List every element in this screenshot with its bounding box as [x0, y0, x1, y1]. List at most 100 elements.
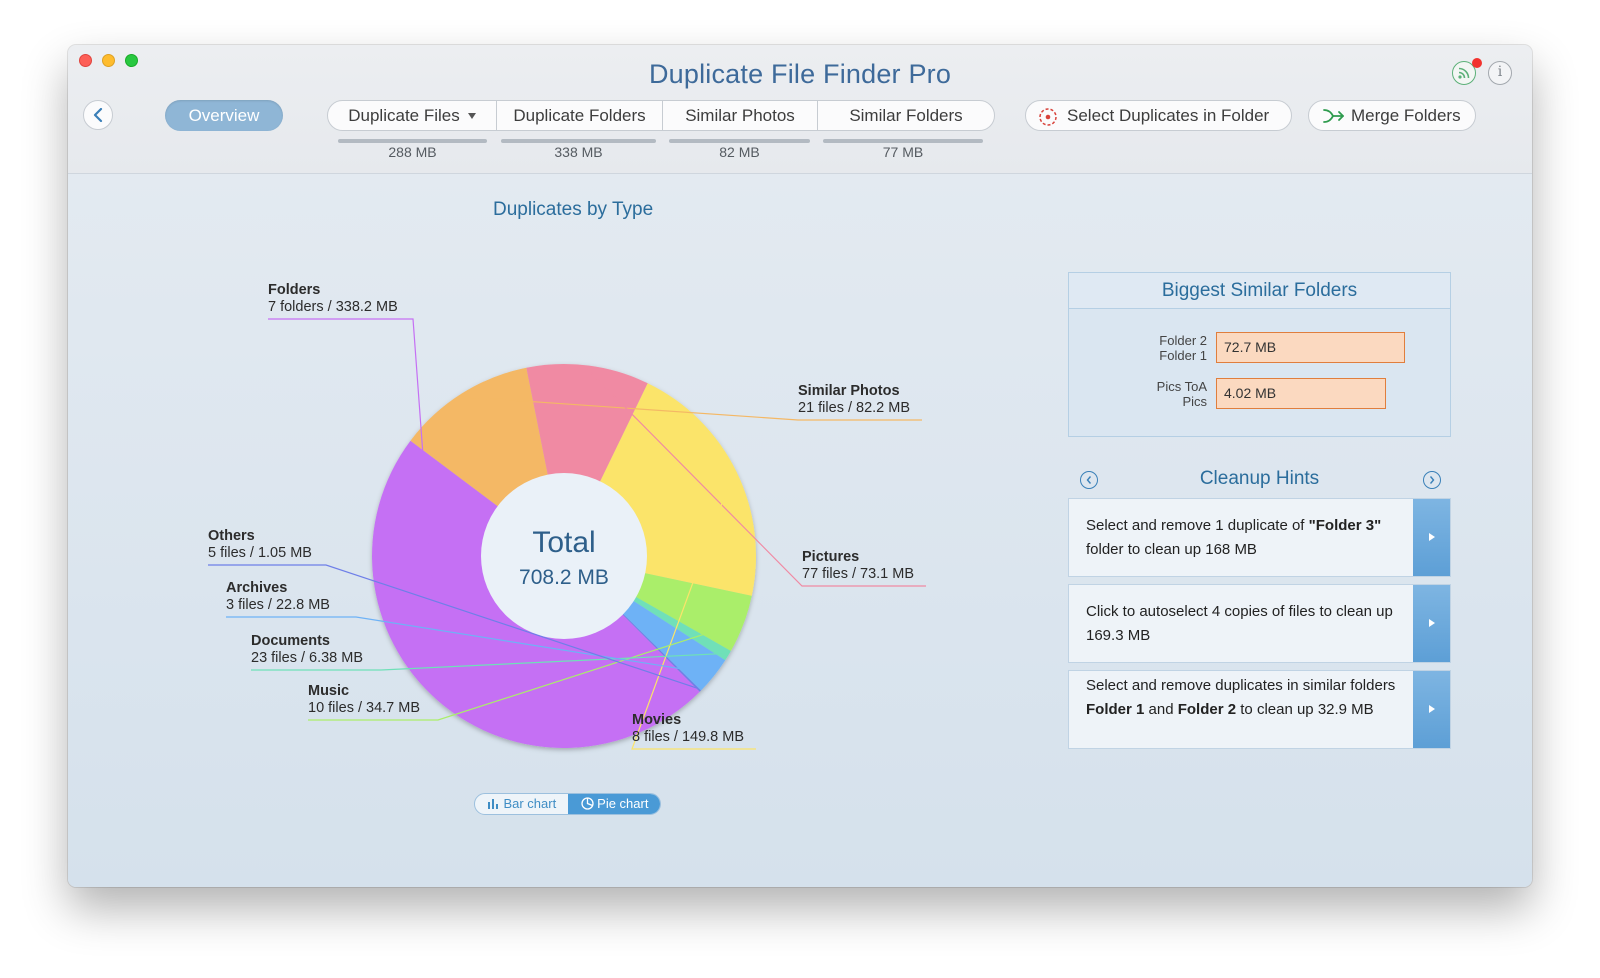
info-icon[interactable]: i — [1488, 61, 1512, 85]
apply-hint-button[interactable] — [1413, 499, 1450, 576]
pie-callout-music: Music 10 files / 34.7 MB — [308, 683, 420, 717]
pie-leader-line — [463, 396, 922, 421]
similar-folders-size: 77 MB — [882, 144, 924, 160]
hint-text-part: folder to clean up 168 MB — [1086, 541, 1257, 558]
chart-title: Duplicates by Type — [493, 199, 654, 220]
duplicate-files-size: 288 MB — [388, 144, 437, 160]
pie-callout-documents: Documents 23 files / 6.38 MB — [251, 633, 363, 667]
pie-chart-toggle[interactable]: Pie chart — [568, 794, 660, 814]
merge-folders-label: Merge Folders — [1351, 106, 1461, 125]
duplicate-files-size-bar — [338, 139, 487, 143]
pie-callout-detail: 23 files / 6.38 MB — [251, 650, 364, 666]
similar-folders-title: Biggest Similar Folders — [1069, 273, 1450, 309]
apply-hint-button[interactable] — [1413, 585, 1450, 662]
pie-callout-detail: 10 files / 34.7 MB — [308, 700, 421, 716]
app-title: Duplicate File Finder Pro — [648, 59, 952, 89]
pie-chart-icon — [580, 797, 594, 810]
pie-callout-similar-photos: Similar Photos 21 files / 82.2 MB — [798, 383, 910, 417]
play-arrow-icon — [1429, 533, 1435, 541]
duplicate-folders-size-bar — [501, 139, 656, 143]
overview-tab[interactable]: Overview — [165, 100, 283, 131]
cleanup-hint-card[interactable]: Click to autoselect 4 copies of files to… — [1068, 584, 1451, 663]
pie-center-hole — [481, 473, 647, 639]
folder-pair-size-bar[interactable]: 72.7 MB — [1216, 332, 1405, 363]
cleanup-hints-title: Cleanup Hints — [1199, 468, 1320, 489]
merge-folders-button[interactable]: Merge Folders — [1308, 100, 1476, 131]
play-arrow-icon — [1429, 619, 1435, 627]
bar-chart-icon — [487, 799, 498, 809]
pie-leader-line — [308, 622, 740, 721]
folder-pair-label: Pics ToA Pics — [1069, 379, 1207, 409]
pie-chart-label: Pie chart — [597, 796, 649, 811]
pie-callout-name: Movies — [632, 712, 682, 728]
chevron-right-icon — [1429, 476, 1435, 484]
pie-callout-name: Similar Photos — [798, 383, 900, 399]
hint-text-part: to clean up 32.9 MB — [1236, 701, 1374, 718]
tab-duplicate-folders[interactable]: Duplicate Folders — [496, 101, 662, 130]
hint-text-bold: Folder 2 — [1177, 701, 1237, 718]
pie-callout-detail: 7 folders / 338.2 MB — [268, 299, 398, 315]
next-hint-button[interactable] — [1423, 471, 1441, 489]
bar-chart-toggle[interactable]: Bar chart — [475, 794, 568, 814]
pie-callout-name: Folders — [268, 282, 321, 298]
folder-pair-size-bar[interactable]: 4.02 MB — [1216, 378, 1386, 409]
overview-content: Duplicates by Type Total 708.2 MB Folder… — [68, 174, 1532, 887]
title-bar: Duplicate File Finder Pro i Overview Dup… — [68, 45, 1532, 174]
previous-hint-button[interactable] — [1080, 471, 1098, 489]
cleanup-hint-card[interactable]: Select and remove 1 duplicate of "Folder… — [1068, 498, 1451, 577]
tab-duplicate-files[interactable]: Duplicate Files — [328, 101, 496, 130]
zoom-window-button[interactable] — [125, 54, 138, 67]
duplicate-folders-size: 338 MB — [554, 144, 603, 160]
tab-similar-photos[interactable]: Similar Photos — [662, 101, 817, 130]
hint-text: Select and remove duplicates in similar … — [1086, 674, 1398, 722]
folder-name: Folder 1 — [1159, 348, 1207, 363]
cleanup-hint-card[interactable]: Select and remove duplicates in similar … — [1068, 670, 1451, 749]
pie-callout-movies: Movies 8 files / 149.8 MB — [632, 712, 744, 746]
hint-text-part: Select and remove 1 duplicate of — [1086, 517, 1309, 534]
hint-text: Select and remove 1 duplicate of "Folder… — [1086, 514, 1398, 562]
similar-photos-size-bar — [669, 139, 810, 143]
folder-name: Folder 2 — [1159, 333, 1207, 348]
minimize-window-button[interactable] — [102, 54, 115, 67]
bar-chart-label: Bar chart — [503, 796, 557, 811]
select-duplicates-in-folder-button[interactable]: Select Duplicates in Folder — [1025, 100, 1292, 131]
merge-arrow-icon — [1323, 109, 1344, 123]
pie-callout-detail: 8 files / 149.8 MB — [632, 729, 745, 745]
similar-photos-size: 82 MB — [719, 144, 760, 160]
pie-leader-line — [268, 318, 442, 699]
pie-callout-name: Archives — [226, 580, 288, 596]
pie-chart: Total 708.2 MB — [208, 318, 926, 750]
app-window: Duplicate File Finder Pro i Overview Dup… — [68, 45, 1532, 887]
pie-callout-name: Others — [208, 528, 255, 544]
back-button[interactable] — [83, 100, 113, 130]
similar-folders-size-bar — [823, 139, 983, 143]
apply-hint-button[interactable] — [1413, 671, 1450, 748]
pie-callout-archives: Archives 3 files / 22.8 MB — [226, 580, 330, 614]
biggest-similar-folders-panel: Biggest Similar Folders Folder 2 Folder … — [1068, 272, 1451, 437]
target-icon — [1039, 108, 1057, 126]
chart-type-toggle: Bar chart Pie chart — [474, 793, 661, 815]
pie-leader-line — [587, 369, 926, 587]
hint-text-part: Select and remove duplicates in similar … — [1086, 677, 1396, 694]
hint-text-bold: Folder 1 — [1086, 701, 1145, 718]
notification-dot — [1472, 58, 1482, 68]
pie-leader-line — [631, 473, 756, 750]
dropdown-caret-icon — [467, 113, 476, 119]
chevron-left-icon — [93, 108, 103, 122]
tab-label: Duplicate Files — [348, 106, 460, 125]
play-arrow-icon — [1429, 705, 1435, 713]
pie-leader-line — [208, 564, 698, 689]
pie-callout-name: Pictures — [802, 549, 860, 565]
tab-similar-folders[interactable]: Similar Folders — [817, 101, 994, 130]
folder-name: Pics ToA — [1156, 379, 1207, 394]
pie-callout-others: Others 5 files / 1.05 MB — [208, 528, 312, 562]
pie-callout-detail: 5 files / 1.05 MB — [208, 545, 312, 561]
close-window-button[interactable] — [79, 54, 92, 67]
pie-callout-folders: Folders 7 folders / 338.2 MB — [268, 282, 398, 316]
pie-callout-pictures: Pictures 77 files / 73.1 MB — [802, 549, 914, 583]
chevron-left-icon — [1086, 476, 1092, 484]
pie-callout-detail: 21 files / 82.2 MB — [798, 400, 911, 416]
hint-text: Click to autoselect 4 copies of files to… — [1086, 603, 1393, 644]
pie-callout-detail: 77 files / 73.1 MB — [802, 566, 915, 582]
scan-category-segmented-control: Duplicate Files Duplicate Folders Simila… — [327, 100, 995, 131]
